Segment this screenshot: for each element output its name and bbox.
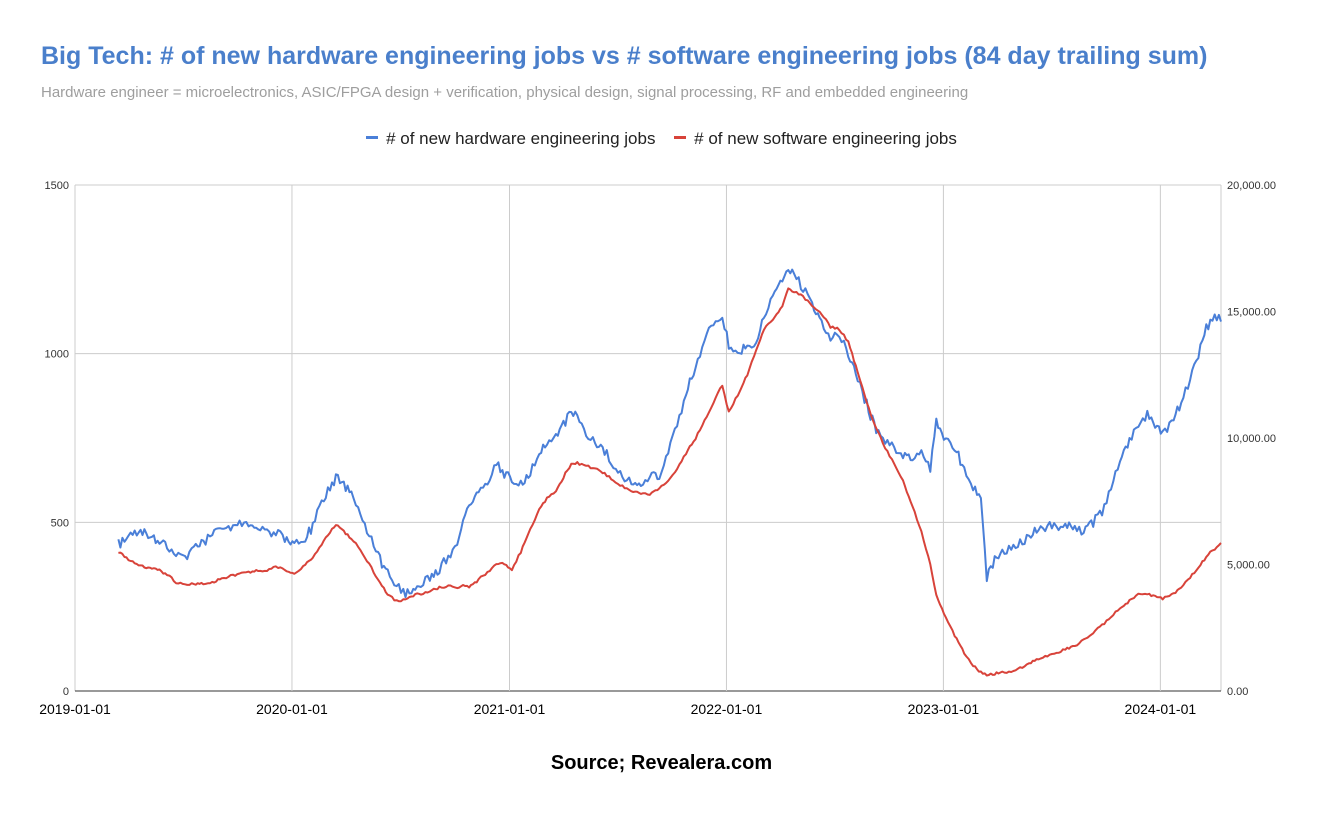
y-right-tick-label: 0.00 [1227,686,1248,698]
y-right-tick-label: 15,000.00 [1227,307,1276,319]
y-left-tick-label: 1000 [45,349,69,361]
x-tick-label: 2024-01-01 [1125,701,1197,717]
y-left-tick-label: 0 [63,686,69,698]
legend-swatch-software [674,136,687,140]
y-right-tick-label: 20,000.00 [1227,180,1276,192]
y-left-tick-label: 500 [51,517,69,529]
x-tick-label: 2021-01-01 [474,701,546,717]
x-tick-label: 2019-01-01 [39,701,111,717]
chart-title: Big Tech: # of new hardware engineering … [41,42,1208,70]
chart-series [117,268,1222,677]
chart-gridlines [74,184,1222,692]
y-right-tick-label: 10,000.00 [1227,433,1276,445]
chart-source: Source; Revealera.com [550,752,773,774]
y-axis-left: 0 500 1000 1500 [45,180,69,698]
legend-swatch-hardware [366,136,379,140]
legend-item-hardware[interactable]: # of new hardware engineering jobs [366,129,655,149]
y-axis-right: 0.00 5,000.00 10,000.00 15,000.00 20,000.00 [1227,180,1276,698]
legend-label-software: # of new software engineering jobs [694,129,957,148]
legend-label-hardware: # of new hardware engineering jobs [386,129,656,148]
series-line-hardware [117,268,1222,599]
x-tick-label: 2020-01-01 [256,701,328,717]
x-tick-label: 2023-01-01 [908,701,980,717]
x-tick-label: 2022-01-01 [691,701,763,717]
legend-item-software[interactable]: # of new software engineering jobs [674,129,957,149]
y-right-tick-label: 5,000.00 [1227,560,1270,572]
series-line-software [118,287,1222,677]
chart-subtitle: Hardware engineer = microelectronics, AS… [41,84,969,101]
chart-legend: # of new hardware engineering jobs # of … [0,129,1323,149]
y-left-tick-label: 1500 [45,180,69,192]
x-axis: 2019-01-01 2020-01-01 2021-01-01 2022-01-01… [39,701,1196,717]
